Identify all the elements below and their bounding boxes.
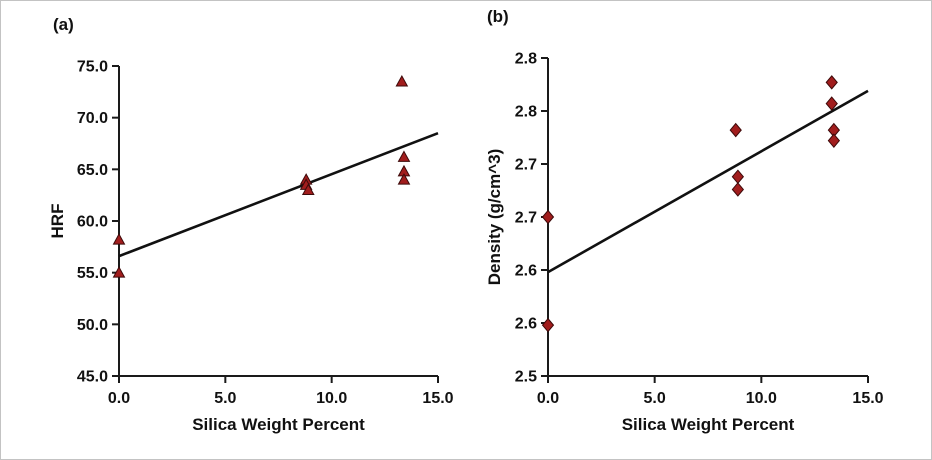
trend-line <box>118 131 439 258</box>
data-point-marker <box>395 74 409 87</box>
panel-b: (b) 2.5 2.6 2.6 2.7 2.7 2.8 2.8 0.0 5.0 10.0 15.0 S… <box>467 1 931 459</box>
y-tick-label: 2.8 <box>515 51 537 68</box>
y-tick-label: 55.0 <box>77 265 108 282</box>
y-tick-label: 2.7 <box>515 157 537 174</box>
x-axis-title: Silica Weight Percent <box>192 415 365 434</box>
x-tick-label: 10.0 <box>316 390 347 407</box>
panel-b-label: (b) <box>487 7 509 26</box>
y-tick-label: 2.5 <box>515 369 537 386</box>
x-tick-label: 15.0 <box>852 390 883 407</box>
data-point-marker <box>731 169 745 184</box>
x-tick-label: 0.0 <box>108 390 130 407</box>
x-axis-title: Silica Weight Percent <box>622 415 795 434</box>
data-points <box>112 74 411 278</box>
y-tick-label: 50.0 <box>77 317 108 334</box>
data-point-marker <box>541 209 555 225</box>
data-point-marker <box>541 317 555 333</box>
y-tick-label: 2.6 <box>515 316 537 333</box>
panel-a-label: (a) <box>53 15 74 34</box>
y-tick-label: 2.6 <box>515 263 537 280</box>
trend-line <box>547 89 869 274</box>
data-point-marker <box>825 96 838 111</box>
x-tick-label: 15.0 <box>422 390 453 407</box>
data-point-marker <box>825 75 838 90</box>
data-points <box>541 75 841 333</box>
data-point-marker <box>301 183 315 195</box>
panel-a: (a) 45.0 50.0 55.0 60.0 65.0 70.0 75.0 0.0 5.0 10… <box>1 1 467 459</box>
x-tick-label: 0.0 <box>537 390 559 407</box>
axes: 45.0 50.0 55.0 60.0 65.0 70.0 75.0 0.0 5.0 10.0 15… <box>77 59 454 408</box>
y-tick-label: 65.0 <box>77 162 108 179</box>
y-axis-title: Density (g/cm^3) <box>485 149 504 286</box>
y-tick-label: 60.0 <box>77 214 108 231</box>
data-point-marker <box>112 233 126 245</box>
y-tick-label: 2.7 <box>515 210 537 227</box>
y-tick-label: 45.0 <box>77 369 108 386</box>
axes: 2.5 2.6 2.6 2.7 2.7 2.8 2.8 0.0 5.0 10.0 15.0 <box>515 51 884 408</box>
x-tick-label: 5.0 <box>214 390 236 407</box>
y-tick-label: 2.8 <box>515 104 537 121</box>
data-point-marker <box>112 266 126 278</box>
data-point-marker <box>827 133 841 148</box>
data-point-marker <box>397 173 411 185</box>
y-tick-label: 75.0 <box>77 59 108 76</box>
y-tick-label: 70.0 <box>77 110 108 127</box>
chart-b: 2.5 2.6 2.6 2.7 2.7 2.8 2.8 0.0 5.0 10.0 15.0 Silic… <box>485 51 884 435</box>
x-tick-label: 10.0 <box>746 390 777 407</box>
data-point-marker <box>397 150 411 162</box>
data-point-marker <box>729 122 742 138</box>
chart-a: 45.0 50.0 55.0 60.0 65.0 70.0 75.0 0.0 5.0 10.0 15… <box>48 59 454 435</box>
x-tick-label: 5.0 <box>644 390 666 407</box>
data-point-marker <box>731 182 745 197</box>
y-axis-title: HRF <box>48 204 67 239</box>
